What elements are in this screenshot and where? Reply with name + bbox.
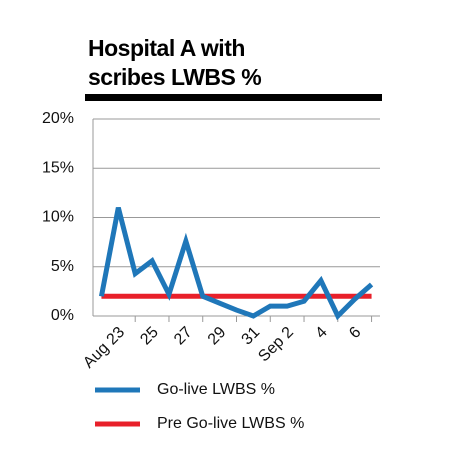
x-tick-label: 25 xyxy=(137,324,162,349)
y-tick-label: 15% xyxy=(42,159,74,176)
x-tick-label: 29 xyxy=(205,324,230,349)
title-rule xyxy=(85,94,382,101)
legend-label: Go-live LWBS % xyxy=(157,381,275,398)
x-tick-label: 4 xyxy=(312,324,330,342)
y-tick-label: 10% xyxy=(42,209,74,226)
y-tick-label: 20% xyxy=(42,110,74,127)
y-tick-label: 0% xyxy=(51,307,74,324)
x-tick-label: Sep 2 xyxy=(255,324,297,366)
x-tick-label: 6 xyxy=(346,324,364,342)
x-tick-label: 27 xyxy=(171,324,196,349)
series-line xyxy=(98,207,374,321)
x-tick-label: Aug 23 xyxy=(80,324,128,372)
x-tick-label: 31 xyxy=(239,324,264,349)
chart-title: Hospital A with scribes LWBS % xyxy=(88,35,262,90)
legend-label: Pre Go-live LWBS % xyxy=(157,415,304,432)
y-tick-label: 5% xyxy=(51,258,74,275)
